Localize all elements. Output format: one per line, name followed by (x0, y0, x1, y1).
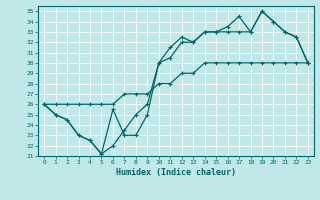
X-axis label: Humidex (Indice chaleur): Humidex (Indice chaleur) (116, 168, 236, 177)
